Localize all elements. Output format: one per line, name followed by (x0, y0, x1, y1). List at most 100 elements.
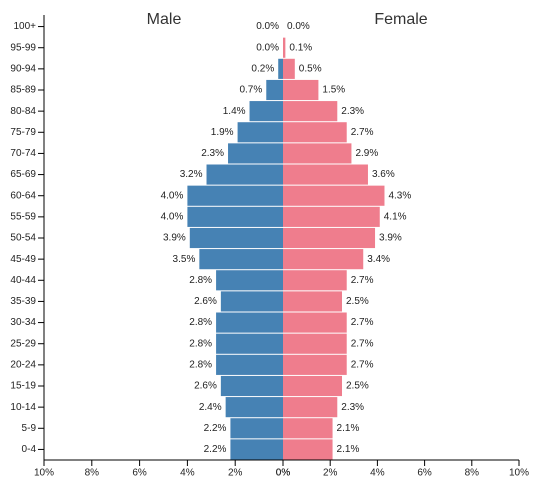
bar (283, 312, 347, 333)
y-tick-label: 45-49 (10, 254, 36, 265)
x-tick-label: 8% (85, 468, 100, 479)
chart-title: Female (374, 11, 427, 28)
bar (216, 270, 283, 291)
bar (278, 58, 283, 79)
value-label: 0.5% (299, 63, 322, 74)
bar (283, 249, 364, 270)
chart-title: Male (147, 11, 182, 28)
x-tick-label: 6% (417, 468, 432, 479)
bar (283, 101, 338, 122)
value-label: 2.1% (337, 423, 360, 434)
bar (283, 58, 295, 79)
y-tick-label: 60-64 (10, 190, 36, 201)
value-label: 2.6% (194, 296, 217, 307)
value-label: 4.3% (388, 190, 411, 201)
y-tick-label: 95-99 (10, 42, 36, 53)
bar (187, 206, 283, 227)
x-tick-label: 4% (370, 468, 385, 479)
bar (283, 270, 347, 291)
bar (283, 164, 368, 185)
value-label: 3.9% (163, 233, 186, 244)
y-tick-label: 15-19 (10, 381, 36, 392)
value-label: 3.9% (379, 233, 402, 244)
value-label: 3.4% (367, 254, 390, 265)
y-tick-label: 10-14 (10, 402, 36, 413)
value-label: 2.5% (346, 381, 369, 392)
bar (283, 418, 333, 439)
y-tick-label: 20-24 (10, 359, 36, 370)
bar (199, 249, 283, 270)
x-tick-label: 0% (276, 468, 291, 479)
value-label: 0.1% (289, 42, 312, 53)
value-label: 0.0% (256, 42, 279, 53)
x-tick-label: 2% (228, 468, 243, 479)
value-label: 2.2% (204, 444, 227, 455)
value-label: 1.5% (322, 85, 345, 96)
value-label: 2.8% (189, 338, 212, 349)
value-label: 2.4% (199, 402, 222, 413)
x-tick-label: 0% (276, 468, 291, 479)
bar (283, 291, 342, 312)
value-label: 2.1% (337, 444, 360, 455)
bar (283, 227, 376, 249)
y-tick-label: 65-69 (10, 169, 36, 180)
bar (230, 439, 283, 460)
value-label: 2.3% (341, 402, 364, 413)
value-label: 1.4% (223, 106, 246, 117)
y-tick-label: 35-39 (10, 296, 36, 307)
y-tick-label: 100+ (13, 21, 36, 32)
value-label: 0.0% (287, 21, 310, 32)
x-tick-label: 8% (465, 468, 480, 479)
y-tick-label: 0-4 (22, 444, 37, 455)
value-label: 2.3% (201, 148, 224, 159)
y-tick-label: 5-9 (22, 423, 37, 434)
bar (283, 206, 380, 227)
bar (283, 354, 347, 375)
bar (187, 185, 283, 206)
value-label: 0.0% (256, 21, 279, 32)
bar (283, 185, 385, 206)
x-tick-label: 4% (180, 468, 195, 479)
y-tick-label: 80-84 (10, 106, 36, 117)
value-label: 0.7% (239, 85, 262, 96)
y-tick-label: 25-29 (10, 338, 36, 349)
value-label: 2.3% (341, 106, 364, 117)
bar (283, 439, 333, 460)
value-label: 2.7% (351, 359, 374, 370)
bar (237, 122, 283, 143)
bar (220, 375, 283, 397)
y-tick-label: 40-44 (10, 275, 36, 286)
bar (206, 164, 283, 185)
bar (189, 227, 283, 249)
y-tick-label: 90-94 (10, 63, 36, 74)
bar (216, 312, 283, 333)
bar (225, 397, 283, 418)
value-label: 2.7% (351, 338, 374, 349)
bar (283, 333, 347, 354)
value-label: 2.9% (355, 148, 378, 159)
value-label: 2.7% (351, 275, 374, 286)
bar (283, 122, 347, 143)
x-tick-label: 10% (509, 468, 529, 479)
y-tick-label: 30-34 (10, 317, 36, 328)
value-label: 0.2% (251, 63, 274, 74)
y-tick-label: 70-74 (10, 148, 36, 159)
y-tick-label: 75-79 (10, 127, 36, 138)
value-label: 2.8% (189, 275, 212, 286)
bar (283, 375, 342, 397)
value-label: 2.5% (346, 296, 369, 307)
value-label: 4.0% (161, 211, 184, 222)
bar (283, 143, 352, 164)
y-tick-label: 55-59 (10, 211, 36, 222)
bar (228, 143, 283, 164)
x-tick-label: 2% (323, 468, 338, 479)
x-tick-label: 10% (34, 468, 54, 479)
value-label: 2.2% (204, 423, 227, 434)
value-label: 4.1% (384, 211, 407, 222)
value-label: 2.7% (351, 317, 374, 328)
value-label: 3.5% (173, 254, 196, 265)
bar (283, 37, 286, 58)
bar (249, 101, 283, 122)
value-label: 4.0% (161, 190, 184, 201)
